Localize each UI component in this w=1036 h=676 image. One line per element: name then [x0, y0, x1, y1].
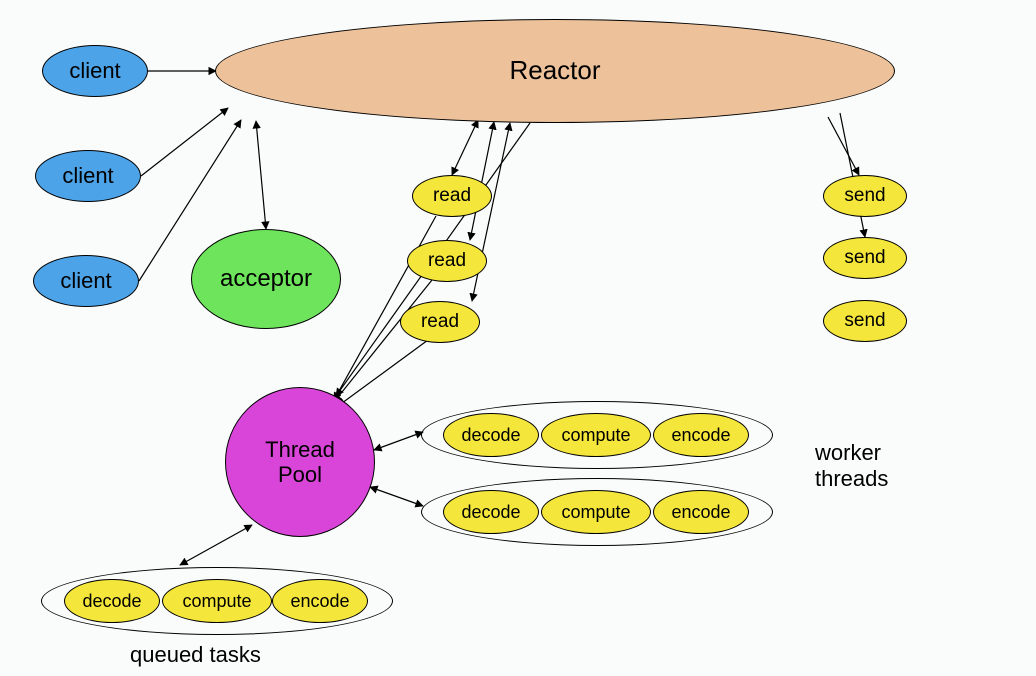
label-queued_tasks_label: queued tasks: [130, 642, 261, 668]
node-send2: send: [823, 237, 907, 279]
edge-12: [338, 340, 428, 406]
edge-1: [141, 108, 228, 176]
node-acceptor: acceptor: [191, 229, 341, 329]
node-read1: read: [412, 175, 492, 217]
node-send1: send: [823, 175, 907, 217]
edge-11: [334, 280, 432, 402]
diagram-stage: client client client Reactor acceptor read rea…: [0, 0, 1036, 676]
edge-3: [256, 121, 266, 229]
node-w1_decode: decode: [443, 413, 539, 457]
node-w1_encode: encode: [653, 413, 749, 457]
node-q_decode: decode: [64, 579, 160, 623]
edge-4: [452, 120, 478, 175]
node-w2_compute: compute: [541, 490, 651, 534]
node-threadpool: Thread Pool: [225, 387, 375, 537]
node-send3: send: [823, 300, 907, 342]
node-read3: read: [400, 301, 480, 343]
node-reactor: Reactor: [215, 19, 895, 123]
node-w2_encode: encode: [653, 490, 749, 534]
node-q_encode: encode: [272, 579, 368, 623]
edge-8: [828, 117, 859, 175]
node-client2: client: [35, 150, 141, 202]
label-worker_threads_label: worker threads: [815, 440, 888, 492]
node-w1_compute: compute: [541, 413, 651, 457]
node-w2_decode: decode: [443, 490, 539, 534]
node-client1: client: [42, 45, 148, 97]
node-client3: client: [33, 255, 139, 307]
node-q_compute: compute: [162, 579, 272, 623]
edge-13: [374, 432, 423, 450]
edge-14: [370, 487, 423, 506]
node-read2: read: [407, 240, 487, 282]
edge-15: [180, 525, 252, 565]
